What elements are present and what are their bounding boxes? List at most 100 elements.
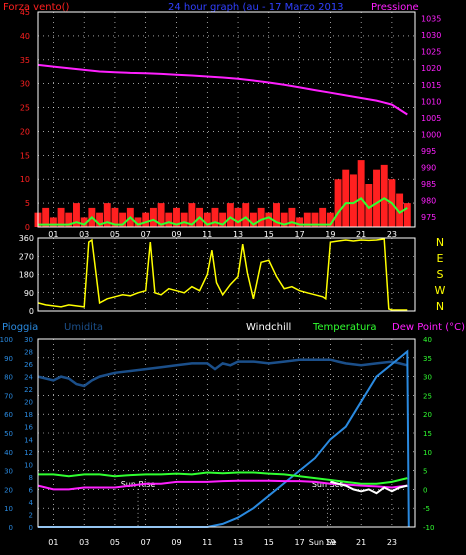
- wind-bar: [96, 212, 104, 227]
- p1-right-tick: 1030: [421, 31, 441, 40]
- p1-x-tick: 19: [325, 230, 335, 239]
- rain-legend: Pioggia: [2, 322, 38, 333]
- wind-bar: [49, 217, 57, 227]
- p3-rain-tick: 12: [24, 449, 33, 457]
- windchill-legend: Windchill: [246, 322, 291, 333]
- wind-bar: [157, 203, 165, 227]
- wind-bar: [111, 207, 119, 227]
- wind-bar: [149, 207, 157, 227]
- p3-rain-tick: 26: [24, 361, 33, 369]
- p3-x-tick: 09: [171, 538, 181, 547]
- p2-compass-tick: N: [436, 300, 444, 313]
- temperature-legend: Temperatura: [312, 322, 377, 333]
- humidity-legend: Umidita: [64, 322, 103, 333]
- p3-temp-tick: 5: [423, 468, 427, 476]
- p1-left-tick: 0: [25, 223, 30, 232]
- wind-bar: [280, 212, 288, 227]
- p1-left-tick: 40: [20, 32, 30, 41]
- p1-right-tick: 1020: [421, 64, 441, 73]
- p3-series-line: [37, 479, 408, 491]
- p3-humidity-tick: 70: [4, 392, 13, 400]
- p3-rain-tick: 30: [24, 336, 33, 344]
- wind-bar: [103, 203, 111, 227]
- p3-rain-tick: 8: [29, 474, 33, 482]
- p3-rain-tick: 22: [24, 386, 33, 394]
- p1-left-tick: 35: [20, 56, 30, 65]
- p1-left-tick: 15: [20, 151, 30, 160]
- p3-temp-tick: 0: [423, 486, 427, 494]
- p2-compass-tick: S: [437, 268, 444, 281]
- p1-x-tick: 01: [48, 230, 58, 239]
- p1-left-tick: 10: [20, 175, 30, 184]
- wind-axis-label: Forza vento(): [3, 2, 70, 13]
- p1-right-tick: 975: [421, 213, 436, 222]
- p3-frame: [37, 338, 416, 528]
- wind-bar: [265, 212, 273, 227]
- p3-x-tick: 01: [48, 538, 58, 547]
- p3-x-tick: 19: [325, 538, 335, 547]
- p3-series-line: [38, 349, 410, 528]
- p2-left-tick: 360: [19, 234, 34, 243]
- p3-rain-tick: 16: [24, 424, 33, 432]
- p3-x-tick: 21: [356, 538, 366, 547]
- wind-direction-line: [37, 238, 408, 311]
- p3-x-tick: 15: [264, 538, 274, 547]
- p1-right-tick: 1015: [421, 81, 441, 90]
- wind-bar: [80, 217, 88, 227]
- p2-compass-tick: E: [437, 252, 444, 265]
- p2-left-tick: 90: [24, 289, 34, 298]
- p3-temp-tick: 25: [423, 392, 432, 400]
- p1-x-tick: 03: [79, 230, 89, 239]
- p2-left-tick: 0: [29, 307, 34, 316]
- dewpoint-legend: Dew Point (°C): [392, 322, 465, 333]
- p1-frame: [37, 11, 416, 228]
- p3-temp-tick: 20: [423, 411, 432, 419]
- p1-left-tick: 25: [20, 104, 30, 113]
- p3-rain-tick: 18: [24, 411, 33, 419]
- p3-humidity-tick: 100: [0, 336, 13, 344]
- p3-humidity-tick: 40: [4, 449, 13, 457]
- p3-humidity-tick: 30: [4, 468, 13, 476]
- p3-rain-tick: 28: [24, 349, 33, 357]
- p2-left-tick: 270: [19, 252, 34, 261]
- p2-compass-tick: W: [435, 284, 446, 297]
- p1-x-tick: 07: [141, 230, 151, 239]
- sun-annotation: Sun Se: [309, 538, 337, 547]
- p3-rain-tick: 20: [24, 399, 33, 407]
- p1-left-tick: 45: [20, 8, 30, 17]
- p3-temp-tick: 40: [423, 336, 432, 344]
- p3-x-tick: 05: [110, 538, 120, 547]
- wind-bar: [326, 212, 334, 227]
- wind-bar: [73, 203, 80, 227]
- pressure-line: [37, 63, 408, 116]
- wind-bar: [119, 212, 127, 227]
- p3-x-tick: 23: [387, 538, 397, 547]
- p1-right-tick: 995: [421, 147, 436, 156]
- wind-bar: [226, 203, 234, 227]
- p3-rain-tick: 6: [29, 486, 34, 494]
- p3-humidity-tick: 90: [4, 355, 13, 363]
- wind-bar: [57, 207, 65, 227]
- p3-humidity-tick: 20: [4, 486, 13, 494]
- wind-bar: [349, 174, 357, 227]
- p3-humidity-tick: 50: [4, 430, 13, 438]
- wind-bar: [242, 203, 250, 227]
- wind-bar: [380, 164, 388, 227]
- p1-right-tick: 1000: [421, 130, 441, 139]
- p3-x-tick: 13: [233, 538, 243, 547]
- wind-bar: [234, 207, 242, 227]
- p3-humidity-tick: 10: [4, 505, 13, 513]
- p1-right-tick: 980: [421, 197, 436, 206]
- wind-bar: [65, 212, 73, 227]
- p3-x-tick: 17: [294, 538, 304, 547]
- wind-bar: [403, 203, 411, 227]
- p3-rain-tick: 10: [24, 461, 33, 469]
- wind-bar: [319, 207, 327, 227]
- p3-humidity-tick: 80: [4, 374, 13, 382]
- wind-bar: [303, 212, 311, 227]
- p3-temp-tick: 15: [423, 430, 432, 438]
- p1-left-tick: 5: [25, 199, 30, 208]
- p3-x-tick: 07: [141, 538, 151, 547]
- p2-left-tick: 180: [19, 271, 34, 280]
- p1-x-tick: 11: [202, 230, 212, 239]
